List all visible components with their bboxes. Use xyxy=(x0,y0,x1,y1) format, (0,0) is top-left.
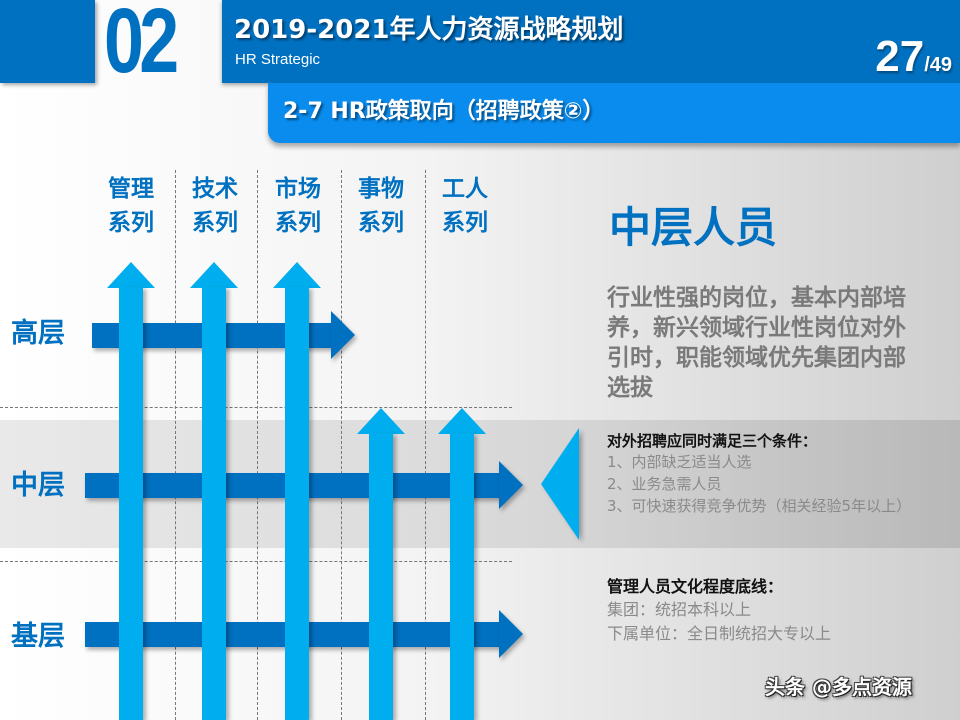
column-divider xyxy=(425,170,426,720)
column-label-line: 技术 xyxy=(192,176,238,202)
condition-item: 2、业务急需人员 xyxy=(607,475,722,493)
condition-item: 1、内部缺乏适当人选 xyxy=(607,453,752,471)
page-subtitle: HR Strategic xyxy=(235,51,321,68)
column-divider xyxy=(341,170,342,720)
education-list: 集团：统招本科以上 下属单位：全日制统招大专以上 xyxy=(607,598,831,646)
column-divider xyxy=(257,170,258,720)
column-label-line: 管理 xyxy=(108,176,154,202)
section-bar xyxy=(268,83,960,143)
row-label-senior: 高层 xyxy=(11,318,65,349)
row-divider xyxy=(0,561,512,562)
column-label-technical: 技术 系列 xyxy=(180,172,250,240)
row-label-junior: 基层 xyxy=(11,621,65,652)
management-arrow-shaft xyxy=(119,287,143,720)
page-current: 27 xyxy=(875,32,925,81)
affairs-arrow-head-icon xyxy=(357,408,405,434)
title-bar xyxy=(222,0,960,83)
column-label-management: 管理 系列 xyxy=(96,172,166,240)
column-label-affairs: 事物 系列 xyxy=(346,172,416,240)
column-label-line: 系列 xyxy=(358,210,404,236)
condition-item: 3、可快速获得竞争优势（相关经验5年以上） xyxy=(607,497,912,515)
management-arrow-head-icon xyxy=(107,262,155,288)
column-label-line: 系列 xyxy=(192,210,238,236)
middle-arrow-head-icon xyxy=(499,461,523,509)
header-left-block xyxy=(0,0,95,83)
education-item: 下属单位：全日制统招大专以上 xyxy=(607,624,832,643)
row-label-middle: 中层 xyxy=(11,470,65,501)
column-label-line: 系列 xyxy=(275,210,321,236)
column-label-worker: 工人 系列 xyxy=(430,172,500,240)
column-label-marketing: 市场 系列 xyxy=(263,172,333,240)
panel-heading: 中层人员 xyxy=(609,203,778,252)
technical-arrow-shaft xyxy=(202,287,226,720)
page-indicator: 27/49 xyxy=(875,34,952,80)
conditions-list: 1、内部缺乏适当人选 2、业务急需人员 3、可快速获得竞争优势（相关经验5年以上… xyxy=(607,451,927,517)
marketing-arrow-shaft xyxy=(285,287,309,720)
watermark: 头条 @多点资源 xyxy=(765,675,912,699)
column-label-line: 系列 xyxy=(108,210,154,236)
chapter-number: 02 xyxy=(104,0,179,92)
worker-arrow-shaft xyxy=(450,433,474,720)
section-title: 2-7 HR政策取向（招聘政策②） xyxy=(283,99,605,124)
column-label-line: 市场 xyxy=(275,176,321,202)
education-item: 集团：统招本科以上 xyxy=(607,600,752,619)
panel-description: 行业性强的岗位，基本内部培养，新兴领域行业性岗位对外引时，职能领域优先集团内部选… xyxy=(607,285,906,401)
junior-arrow-head-icon xyxy=(499,610,523,658)
affairs-arrow-shaft xyxy=(369,433,393,720)
column-divider xyxy=(175,170,176,720)
conditions-title: 对外招聘应同时满足三个条件： xyxy=(607,432,818,450)
technical-arrow-head-icon xyxy=(190,262,238,288)
page-total: /49 xyxy=(924,54,952,76)
senior-arrow-head-icon xyxy=(331,311,355,359)
pointer-triangle-icon xyxy=(541,428,579,540)
worker-arrow-head-icon xyxy=(438,408,486,434)
column-label-line: 系列 xyxy=(442,210,488,236)
row-divider xyxy=(0,407,512,408)
page-title: 2019-2021年人力资源战略规划 xyxy=(234,15,624,45)
column-label-line: 工人 xyxy=(442,176,488,202)
marketing-arrow-head-icon xyxy=(273,262,321,288)
column-label-line: 事物 xyxy=(358,176,404,202)
education-title: 管理人员文化程度底线： xyxy=(607,577,784,596)
